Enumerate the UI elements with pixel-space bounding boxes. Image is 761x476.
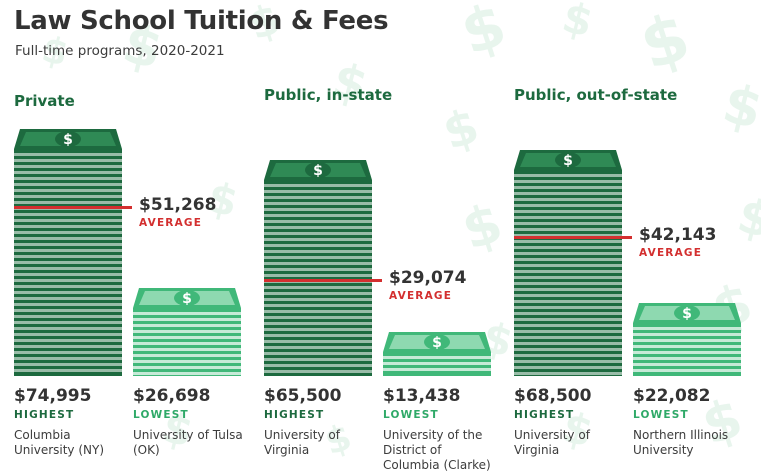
page-title: Law School Tuition & Fees <box>14 6 389 36</box>
stack-highest: $ <box>514 150 622 376</box>
svg-text:$: $ <box>682 306 692 322</box>
highest-school: University of Virginia <box>514 428 590 457</box>
highest-label: HIGHEST <box>264 409 325 421</box>
lowest-school: University of Tulsa (OK) <box>133 428 243 457</box>
highest-value: $74,995 <box>14 386 92 406</box>
average-value: $51,268 <box>139 195 217 215</box>
highest-value: $68,500 <box>514 386 592 406</box>
panel-public-in-state: Public, in-state $ $ $29,074 AVERAGE $65… <box>264 0 514 476</box>
stack-lowest: $ <box>633 303 741 376</box>
average-label: AVERAGE <box>389 290 453 302</box>
stack-lowest: $ <box>383 332 491 376</box>
highest-label: HIGHEST <box>514 409 575 421</box>
panel-title: Public, out-of-state <box>514 86 678 104</box>
svg-text:$: $ <box>432 335 442 351</box>
average-value: $42,143 <box>639 225 717 245</box>
average-line <box>264 279 382 282</box>
highest-label: HIGHEST <box>14 409 75 421</box>
highest-school: University of Virginia <box>264 428 340 457</box>
average-line <box>514 236 632 239</box>
lowest-value: $22,082 <box>633 386 711 406</box>
lowest-value: $13,438 <box>383 386 461 406</box>
average-label: AVERAGE <box>639 247 703 259</box>
average-label: AVERAGE <box>139 217 203 229</box>
stack-lowest: $ <box>133 288 241 376</box>
lowest-label: LOWEST <box>633 409 689 421</box>
svg-text:$: $ <box>313 163 323 179</box>
lowest-school: University of the District of Columbia (… <box>383 428 491 472</box>
panel-title: Public, in-state <box>264 86 393 104</box>
panel-title: Private <box>14 92 75 110</box>
lowest-school: Northern Illinois University <box>633 428 729 457</box>
svg-text:$: $ <box>182 291 192 307</box>
stack-highest: $ <box>14 129 122 376</box>
lowest-value: $26,698 <box>133 386 211 406</box>
stack-highest: $ <box>264 160 372 376</box>
lowest-label: LOWEST <box>383 409 439 421</box>
highest-value: $65,500 <box>264 386 342 406</box>
average-value: $29,074 <box>389 268 467 288</box>
average-line <box>14 206 132 209</box>
page-subtitle: Full-time programs, 2020-2021 <box>15 43 225 59</box>
panel-public-out-of-state: Public, out-of-state $ $ $42,143 AVERAGE… <box>514 0 761 476</box>
panel-private: Private $ $ $51,268 AVERAGE $74,995 HIGH… <box>14 0 264 476</box>
highest-school: Columbia University (NY) <box>14 428 105 457</box>
svg-text:$: $ <box>563 153 573 169</box>
lowest-label: LOWEST <box>133 409 189 421</box>
svg-text:$: $ <box>63 132 73 148</box>
